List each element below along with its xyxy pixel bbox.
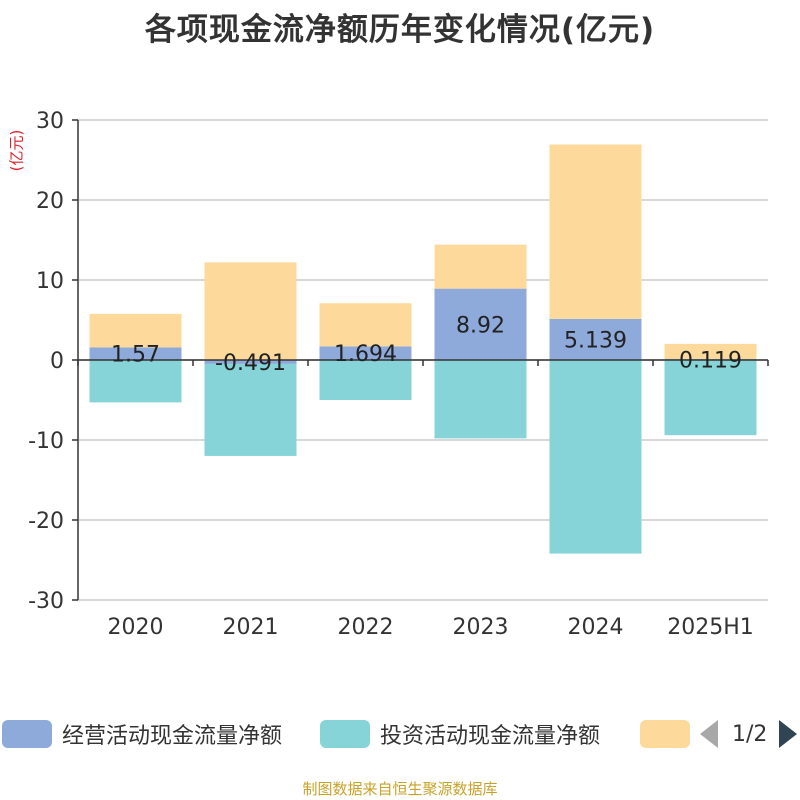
x-category-label: 2022 xyxy=(338,615,394,640)
bar-2020-series-0 xyxy=(89,347,182,360)
x-category-label: 2023 xyxy=(453,615,509,640)
y-tick-label: -30 xyxy=(28,589,64,614)
chart-title: 各项现金流净额历年变化情况(亿元) xyxy=(144,12,656,48)
bar-2022-series-2 xyxy=(319,303,412,347)
y-tick-label: -20 xyxy=(28,509,64,534)
legend-swatch-third xyxy=(640,720,690,748)
legend-prev-arrow-icon[interactable] xyxy=(700,720,718,748)
legend-pager: 1/2 xyxy=(700,714,798,754)
bar-2020-series-1 xyxy=(89,360,182,403)
legend-item-operating[interactable]: 经营活动现金流量净额 xyxy=(2,714,282,754)
data-label-2024: 5.139 xyxy=(564,328,627,353)
x-category-label: 2021 xyxy=(223,615,279,640)
bar-2022-series-1 xyxy=(319,360,412,400)
legend-item-third[interactable] xyxy=(640,714,700,754)
legend-swatch-operating xyxy=(2,720,52,748)
x-category-label: 2020 xyxy=(108,615,164,640)
bar-2023-series-2 xyxy=(434,244,527,289)
data-label-2020: 1.57 xyxy=(111,343,160,368)
data-source-note: 制图数据来自恒生聚源数据库 xyxy=(302,780,498,798)
legend-item-investing[interactable]: 投资活动现金流量净额 xyxy=(320,714,600,754)
bar-2023-series-0 xyxy=(434,288,527,360)
data-label-2025H1: 0.119 xyxy=(679,349,742,374)
x-category-label: 2025H1 xyxy=(667,615,754,640)
legend-label-investing: 投资活动现金流量净额 xyxy=(380,724,601,749)
y-tick-label: 0 xyxy=(50,349,64,374)
y-tick-label: 30 xyxy=(36,109,64,134)
legend-page-indicator: 1/2 xyxy=(732,721,768,747)
legend-swatch-investing xyxy=(320,720,370,748)
bar-2022-series-0 xyxy=(319,346,412,360)
x-category-label: 2024 xyxy=(568,615,624,640)
legend-next-arrow-icon[interactable] xyxy=(779,720,798,748)
bar-2025H1-series-2 xyxy=(664,343,757,360)
data-label-2023: 8.92 xyxy=(456,313,505,338)
bar-2024-series-2 xyxy=(549,144,642,319)
bar-2024-series-0 xyxy=(549,318,642,360)
y-tick-label: 10 xyxy=(36,269,64,294)
bar-2021-series-2 xyxy=(204,262,297,360)
bar-2021-series-0 xyxy=(204,360,297,364)
bar-2020-series-2 xyxy=(89,313,182,348)
data-label-2021: -0.491 xyxy=(215,351,286,376)
bar-2024-series-1 xyxy=(549,360,642,554)
y-tick-label: -10 xyxy=(28,429,64,454)
data-label-2022: 1.694 xyxy=(334,342,397,367)
bar-2023-series-1 xyxy=(434,360,527,439)
legend: 经营活动现金流量净额 投资活动现金流量净额 1/2 xyxy=(0,714,800,754)
bar-2025H1-series-1 xyxy=(664,360,757,436)
bar-2021-series-1 xyxy=(204,363,297,456)
y-tick-label: 20 xyxy=(36,189,64,214)
bar-chart: 30 20 10 0 -10 -20 -30 1.57 -0.491 1.694 8.92 5.139… xyxy=(28,109,769,640)
legend-label-operating: 经营活动现金流量净额 xyxy=(62,724,283,749)
